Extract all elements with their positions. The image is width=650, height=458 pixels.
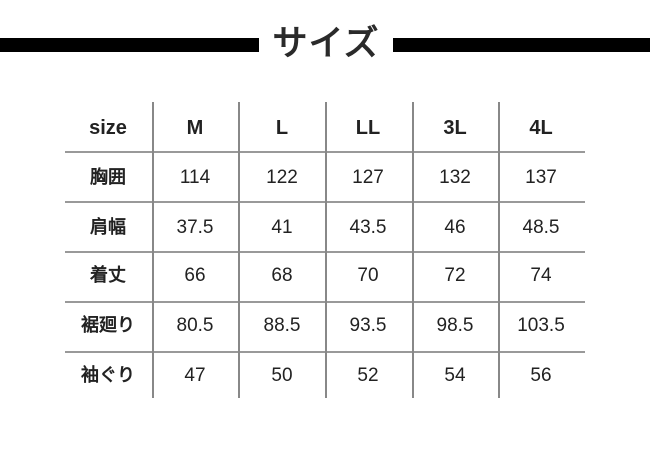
table-cell: 56 bbox=[530, 365, 552, 386]
column-divider bbox=[238, 102, 240, 398]
table-cell: 93.5 bbox=[349, 315, 387, 336]
row-label: 袖ぐり bbox=[81, 365, 135, 386]
row-label: 肩幅 bbox=[90, 217, 126, 238]
table-cell: 41 bbox=[271, 217, 293, 238]
table-cell: 132 bbox=[439, 167, 471, 188]
title-bar-right bbox=[393, 38, 650, 52]
table-cell: 52 bbox=[357, 365, 379, 386]
column-header: L bbox=[275, 117, 289, 139]
table-cell: 98.5 bbox=[436, 315, 474, 336]
page-title: サイズ bbox=[272, 24, 380, 64]
table-cell: 137 bbox=[525, 167, 557, 188]
table-cell: 114 bbox=[179, 167, 211, 188]
table-cell: 88.5 bbox=[263, 315, 301, 336]
table-cell: 37.5 bbox=[176, 217, 214, 238]
column-divider bbox=[152, 102, 154, 398]
column-header: 4L bbox=[529, 117, 553, 139]
column-divider bbox=[412, 102, 414, 398]
row-label: 着丈 bbox=[90, 265, 126, 286]
table-cell: 54 bbox=[444, 365, 466, 386]
table-cell: 66 bbox=[184, 265, 206, 286]
column-divider bbox=[498, 102, 500, 398]
column-divider bbox=[325, 102, 327, 398]
row-label: 裾廻り bbox=[81, 315, 135, 336]
column-header: M bbox=[186, 117, 204, 139]
column-header: 3L bbox=[443, 117, 467, 139]
table-cell: 72 bbox=[444, 265, 466, 286]
table-cell: 48.5 bbox=[522, 217, 560, 238]
column-header: LL bbox=[355, 117, 381, 139]
title-bar-left bbox=[0, 38, 259, 52]
table-cell: 68 bbox=[271, 265, 293, 286]
table-cell: 127 bbox=[352, 167, 384, 188]
table-cell: 122 bbox=[266, 167, 298, 188]
table-cell: 43.5 bbox=[349, 217, 387, 238]
row-label: 胸囲 bbox=[90, 167, 126, 188]
table-cell: 80.5 bbox=[176, 315, 214, 336]
table-cell: 47 bbox=[184, 365, 206, 386]
table-cell: 46 bbox=[444, 217, 466, 238]
table-cell: 70 bbox=[357, 265, 379, 286]
column-header: size bbox=[89, 117, 127, 139]
table-cell: 50 bbox=[271, 365, 293, 386]
table-cell: 74 bbox=[530, 265, 552, 286]
table-cell: 103.5 bbox=[517, 315, 565, 336]
